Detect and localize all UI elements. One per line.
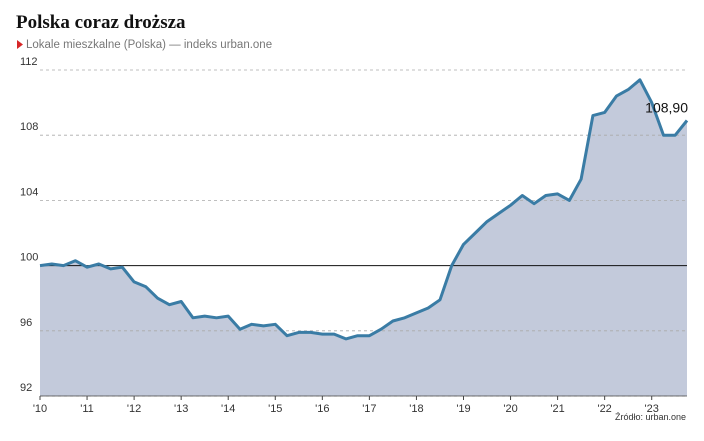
y-tick-label: 100 — [20, 252, 38, 264]
line — [39, 78, 689, 341]
y-tick-label: 92 — [20, 382, 32, 394]
x-tick-label: '16 — [315, 403, 329, 415]
y-tick-label: 108 — [20, 121, 38, 133]
source: Źródło: urban.one — [615, 412, 686, 422]
x-tick-label: '22 — [597, 403, 611, 415]
x-tick-label: '12 — [127, 403, 141, 415]
subtitle-marker — [17, 40, 23, 49]
x-tick-label: '20 — [503, 403, 517, 415]
x-tick-label: '11 — [80, 403, 94, 415]
x-tick-label: '15 — [268, 403, 282, 415]
value-label: 108,90 — [645, 100, 688, 116]
x-tick-label: '10 — [33, 403, 47, 415]
y-tick-label: 112 — [20, 56, 38, 68]
x-tick-label: '18 — [409, 403, 423, 415]
chart-title: Polska coraz droższa — [16, 12, 186, 33]
x-tick-label: '23 — [645, 403, 659, 415]
y-tick-label: 104 — [20, 186, 38, 198]
x-tick-label: '17 — [362, 403, 376, 415]
x-tick-label: '19 — [456, 403, 470, 415]
chart-subtitle: Lokale mieszkalne (Polska) — indeks urba… — [26, 39, 272, 51]
x-tick-label: '13 — [174, 403, 188, 415]
x-tick-label: '14 — [221, 403, 235, 415]
x-tick-label: '21 — [550, 403, 564, 415]
y-tick-label: 96 — [20, 317, 32, 329]
